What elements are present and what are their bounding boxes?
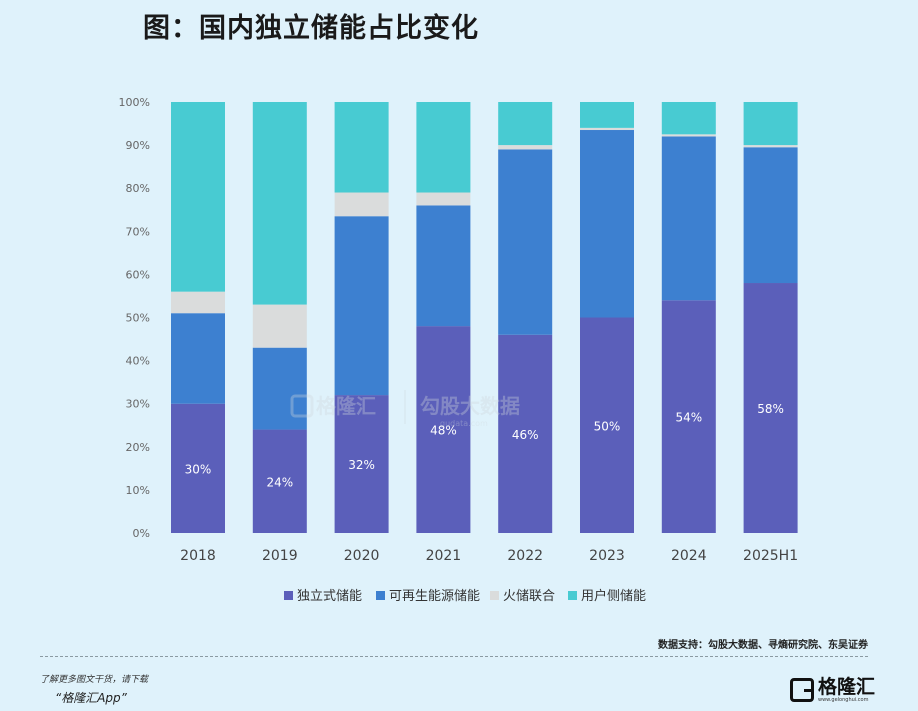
y-tick-label: 70% [126, 225, 150, 238]
watermark: 格隆汇 勾股大数据 gudata.com [290, 390, 520, 428]
data-label: 58% [757, 402, 784, 416]
stacked-bar-chart: 0% 10% 20% 30% 40% 50% 60% 70% 80% 90% 100% 30% 24%… [119, 96, 799, 604]
data-label: 24% [266, 475, 293, 489]
bar-segment [171, 291, 225, 314]
data-label: 50% [594, 419, 621, 433]
bar-segment [252, 102, 307, 305]
legend: 独立式储能 可再生能源储能 火储联合 用户侧储能 [284, 588, 646, 604]
bar-segment [498, 149, 553, 335]
y-tick-label: 80% [126, 182, 150, 195]
bars: 30% 24% 32% 48% 46% 50% 54% 58% [171, 102, 798, 533]
y-tick-label: 40% [126, 355, 150, 368]
chart-title: 图：国内独立储能占比变化 [143, 13, 479, 44]
data-label: 46% [512, 428, 539, 442]
x-tick-label: 2019 [262, 548, 298, 564]
logo-icon [790, 678, 814, 702]
bar-segment [334, 192, 389, 217]
bar-segment [171, 403, 225, 533]
bar-segment [416, 192, 471, 206]
data-source: 数据支持：勾股大数据、寻熵研究院、东吴证券 [658, 640, 868, 651]
bar-segment [252, 347, 307, 430]
legend-label: 火储联合 [503, 589, 555, 604]
bar-segment [661, 134, 716, 137]
bar-segment [580, 102, 634, 128]
bar-segment [334, 216, 389, 396]
bar-segment [416, 326, 471, 533]
bar-segment [416, 205, 471, 327]
bar-segment [498, 145, 553, 150]
x-tick-label: 2025H1 [743, 548, 798, 564]
legend-swatch [376, 591, 385, 600]
bar-segment [171, 102, 225, 292]
x-tick-label: 2020 [344, 548, 380, 564]
chart-panel: 0% 10% 20% 30% 40% 50% 60% 70% 80% 90% 100% 30% 24%… [0, 62, 918, 632]
x-tick-label: 2024 [671, 548, 707, 564]
bar-segment [743, 147, 798, 284]
logo-name: 格隆汇 [818, 676, 876, 698]
x-tick-label: 2022 [507, 548, 543, 564]
watermark-url: gudata.com [440, 419, 488, 428]
watermark-brand: 格隆汇 [316, 394, 376, 418]
x-axis: 2018 2019 2020 2021 2022 2023 2024 2025H1 [180, 548, 798, 564]
logo-url: www.gelonghui.com [818, 697, 869, 703]
y-tick-label: 30% [126, 398, 150, 411]
x-tick-label: 2023 [589, 548, 625, 564]
bar-segment [498, 102, 553, 146]
brand-logo: 格隆汇 www.gelonghui.com [790, 675, 875, 705]
bar-segment [171, 313, 225, 404]
bar-segment [743, 145, 798, 148]
bar-segment [661, 300, 716, 533]
promo-text: 了解更多图文干货，请下载 [40, 675, 149, 685]
y-tick-label: 90% [126, 139, 150, 152]
legend-label: 用户侧储能 [581, 588, 646, 604]
bar-segment [580, 317, 634, 533]
y-tick-label: 50% [126, 312, 150, 325]
bar-segment [252, 429, 307, 533]
data-label: 54% [675, 411, 702, 425]
watermark-logo-icon [290, 394, 314, 418]
bar-segment [743, 283, 798, 533]
bar-segment [580, 127, 634, 131]
watermark-partner: 勾股大数据 [420, 394, 520, 418]
legend-swatch [284, 591, 293, 600]
y-tick-label: 60% [126, 268, 150, 281]
bar-segment [580, 130, 634, 318]
x-tick-label: 2021 [426, 548, 462, 564]
data-label: 30% [185, 462, 212, 476]
x-tick-label: 2018 [180, 548, 216, 564]
legend-label: 独立式储能 [297, 589, 362, 604]
data-label: 32% [348, 458, 375, 472]
bar-segment [743, 102, 798, 146]
data-label: 48% [430, 424, 457, 438]
bar-segment [416, 102, 471, 193]
y-tick-label: 10% [126, 484, 150, 497]
bar-segment [661, 102, 716, 135]
bar-segment [334, 395, 389, 533]
footer-divider [40, 656, 868, 657]
legend-label: 可再生能源储能 [389, 589, 480, 604]
y-tick-label: 20% [126, 441, 150, 454]
y-axis: 0% 10% 20% 30% 40% 50% 60% 70% 80% 90% 100% [119, 96, 150, 540]
bar-segment [498, 334, 553, 533]
bar-segment [334, 102, 389, 193]
legend-swatch [490, 591, 499, 600]
y-tick-label: 100% [119, 96, 150, 109]
legend-swatch [568, 591, 577, 600]
promo-app-name: “格隆汇App” [55, 691, 127, 705]
bar-segment [661, 136, 716, 301]
bar-segment [252, 304, 307, 348]
y-tick-label: 0% [133, 527, 150, 540]
